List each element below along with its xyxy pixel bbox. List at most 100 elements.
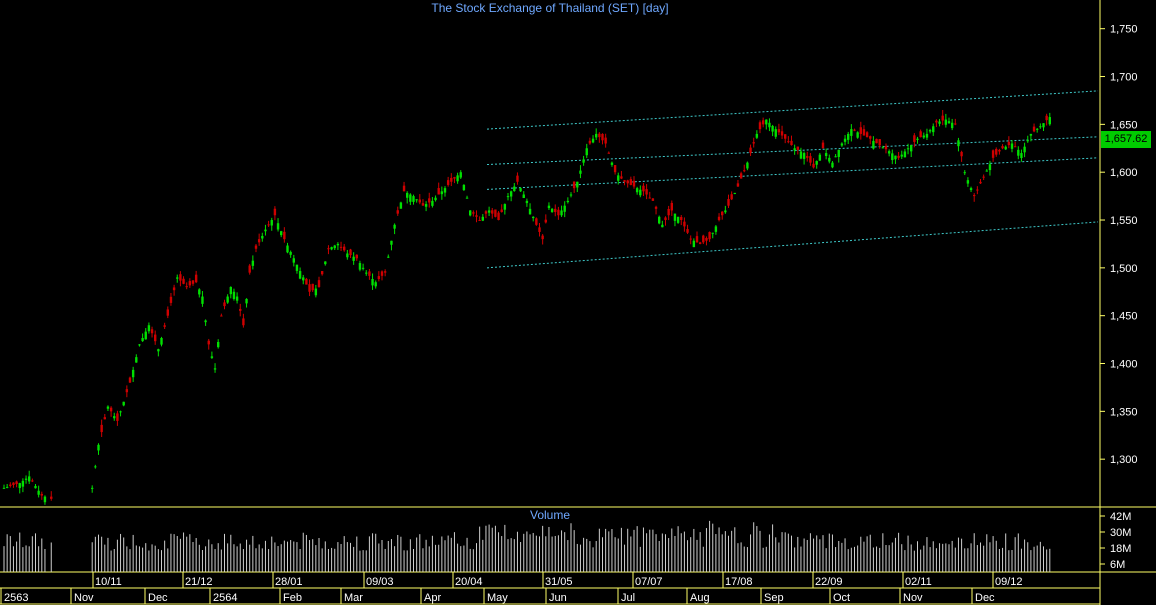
y-tick-label: 1,300	[1110, 454, 1138, 466]
candle-up	[872, 140, 875, 149]
candle-down	[572, 181, 576, 189]
date-label: 20/04	[455, 576, 483, 588]
y-tick-label: 1,500	[1110, 263, 1138, 275]
candle-up	[302, 277, 305, 281]
candle-down	[705, 238, 708, 241]
candle-down	[998, 149, 1001, 152]
candle-down	[154, 334, 157, 342]
candle-up	[765, 119, 768, 125]
candle-down	[494, 209, 497, 217]
candle-down	[311, 283, 314, 291]
candle-up	[900, 154, 903, 157]
candle-up	[834, 156, 837, 158]
candle-up	[481, 216, 484, 221]
candle-up	[131, 369, 135, 378]
candle-up	[141, 338, 144, 342]
volume-tick-label: 6M	[1110, 559, 1125, 571]
candle-down	[626, 180, 629, 184]
trend-line	[486, 136, 1099, 166]
candle-up	[969, 188, 973, 191]
candle-down	[758, 122, 762, 130]
last-price-badge: 1,657.62	[1101, 131, 1151, 148]
candle-up	[576, 181, 579, 188]
candle-up	[226, 296, 229, 303]
candle-down	[784, 134, 787, 139]
candle-up	[459, 172, 462, 178]
date-label: 21/12	[185, 576, 213, 588]
candle-down	[450, 177, 453, 182]
volume-title: Volume	[529, 508, 571, 522]
candle-up	[235, 296, 239, 301]
candle-up	[585, 148, 588, 156]
candle-up	[1029, 133, 1033, 136]
candle-down	[648, 197, 651, 199]
candle-up	[843, 138, 847, 142]
candle-up	[925, 133, 929, 138]
candle-up	[113, 416, 116, 419]
candle-up	[850, 129, 853, 136]
candle-up	[276, 223, 280, 230]
candle-up	[251, 260, 255, 266]
candle-down	[103, 417, 106, 420]
candle-down	[686, 229, 689, 233]
candle-down	[179, 274, 182, 281]
candle-up	[365, 272, 368, 274]
candle-down	[607, 152, 610, 154]
candle-up	[768, 122, 771, 128]
candle-up	[371, 279, 374, 286]
candle-down	[935, 120, 938, 123]
candle-down	[109, 407, 113, 412]
candle-up	[424, 204, 428, 207]
candle-down	[812, 163, 815, 168]
candle-down	[484, 211, 488, 214]
candle-down	[273, 208, 277, 216]
candle-up	[673, 213, 677, 221]
candle-up	[692, 240, 696, 248]
candle-up	[928, 130, 932, 132]
candle-down	[982, 176, 985, 178]
candle-down	[207, 340, 210, 345]
candle-down	[683, 221, 686, 227]
candle-up	[487, 210, 491, 213]
candle-up	[506, 196, 510, 198]
candle-up	[434, 197, 437, 201]
volume-tick-label: 18M	[1110, 543, 1131, 555]
candle-up	[431, 200, 434, 206]
candle-up	[144, 331, 147, 340]
candle-down	[418, 199, 421, 203]
candle-up	[314, 288, 318, 296]
candle-up	[617, 175, 620, 181]
candle-up	[462, 184, 466, 191]
candle-down	[185, 286, 188, 288]
date-label: 10/11	[95, 576, 122, 588]
candle-down	[283, 231, 286, 240]
volume-tick-label: 30M	[1110, 527, 1131, 539]
candle-up	[122, 401, 125, 406]
candle-down	[913, 135, 916, 142]
candle-down	[100, 424, 103, 433]
candle-up	[270, 220, 273, 226]
candle-up	[916, 138, 919, 140]
trend-line	[486, 157, 1099, 190]
candle-down	[472, 212, 475, 214]
candle-down	[1001, 146, 1004, 149]
candle-down	[642, 185, 645, 192]
candle-up	[676, 216, 680, 223]
candle-up	[755, 133, 759, 138]
candle-up	[106, 406, 110, 409]
candle-down	[689, 238, 692, 240]
candle-down	[40, 493, 43, 496]
date-label: 28/01	[275, 576, 303, 588]
candle-up	[560, 210, 563, 216]
candle-down	[632, 180, 636, 187]
candle-up	[409, 194, 412, 202]
trend-line	[486, 90, 1099, 130]
candle-up	[824, 153, 828, 156]
candle-down	[169, 296, 173, 303]
candle-up	[1004, 146, 1007, 150]
candle-down	[721, 211, 724, 216]
date-label: 31/05	[545, 576, 573, 588]
candle-up	[289, 251, 292, 255]
candle-down	[437, 188, 440, 195]
